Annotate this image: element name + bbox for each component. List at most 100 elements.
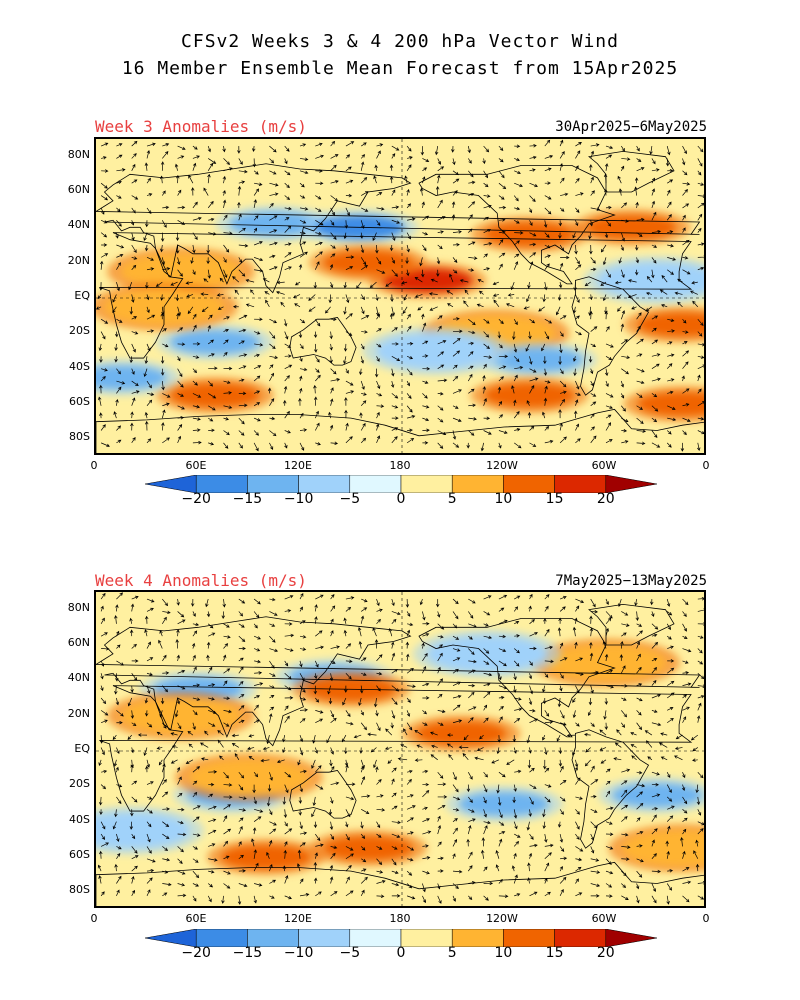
wind-arrow — [314, 604, 318, 612]
wind-arrow — [437, 174, 441, 184]
wind-arrow — [160, 368, 165, 376]
wind-arrow — [422, 244, 427, 252]
wind-arrow — [651, 771, 660, 776]
wind-arrow — [528, 697, 533, 706]
wind-arrow — [406, 355, 414, 360]
wind-arrow — [634, 599, 638, 607]
wind-arrow — [452, 808, 460, 812]
wind-arrow — [466, 784, 471, 793]
wind-arrow — [605, 220, 612, 227]
wind-arrow — [391, 598, 395, 607]
wind-arrow — [253, 417, 261, 422]
wind-arrow — [498, 252, 506, 258]
wind-arrow — [636, 683, 643, 687]
lat-tick-label: 60S — [69, 848, 90, 861]
wind-arrow — [361, 598, 368, 603]
anomaly-blob — [189, 759, 309, 796]
wind-arrow — [557, 627, 562, 637]
wind-arrow — [558, 617, 562, 624]
colorbar-swatch — [605, 929, 657, 947]
wind-arrow — [483, 145, 490, 153]
wind-arrow — [130, 422, 134, 431]
wind-arrow — [514, 707, 523, 712]
wind-arrow — [559, 343, 563, 354]
wind-arrow — [345, 179, 354, 184]
wind-arrow — [223, 815, 228, 822]
wind-arrow — [627, 294, 637, 299]
wind-arrow — [498, 354, 509, 359]
wind-arrow — [666, 895, 670, 905]
wind-arrow — [156, 731, 163, 736]
anomaly-blob — [323, 250, 413, 275]
wind-arrow — [223, 795, 233, 799]
wind-arrow — [697, 266, 704, 271]
wind-arrow — [100, 232, 108, 238]
wind-arrow — [315, 843, 324, 847]
wind-arrow — [544, 385, 548, 394]
wind-arrow — [116, 710, 124, 717]
wind-arrow — [559, 151, 565, 159]
wind-arrow — [161, 306, 165, 316]
wind-arrow — [529, 442, 537, 447]
wind-arrow — [468, 214, 473, 221]
wind-arrow — [315, 718, 324, 724]
wind-arrow — [207, 666, 213, 674]
wind-arrow — [98, 875, 102, 884]
wind-arrow — [201, 757, 209, 761]
wind-arrow — [575, 796, 583, 800]
wind-arrow — [308, 306, 316, 312]
wind-arrow — [299, 708, 309, 712]
wind-arrow — [697, 255, 704, 259]
wind-arrow — [330, 845, 338, 850]
lat-tick-label: EQ — [74, 289, 90, 302]
wind-arrow — [538, 306, 546, 312]
wind-arrow — [100, 891, 105, 897]
wind-arrow — [452, 818, 458, 822]
australia-outline — [289, 769, 357, 819]
wind-arrow — [376, 608, 383, 612]
wind-arrow — [621, 845, 631, 849]
wind-arrow — [360, 889, 365, 897]
wind-arrow — [588, 697, 593, 706]
wind-arrow — [208, 217, 215, 222]
wind-arrow — [406, 710, 411, 717]
wind-arrow — [267, 387, 272, 394]
wind-arrow — [176, 697, 181, 705]
wind-arrow — [560, 390, 567, 395]
wind-arrow — [330, 891, 338, 897]
wind-arrow — [345, 721, 354, 726]
wind-arrow — [514, 253, 520, 258]
wind-arrow — [605, 269, 611, 278]
wind-arrow — [100, 605, 104, 612]
wind-arrow — [529, 318, 536, 324]
wind-arrow — [391, 219, 401, 224]
wind-arrow — [176, 654, 180, 661]
wind-arrow — [162, 205, 170, 210]
wind-arrow — [276, 280, 285, 285]
wind-arrow — [605, 669, 614, 674]
wind-arrow — [116, 207, 121, 213]
wind-arrow — [146, 380, 152, 389]
wind-arrow — [282, 796, 287, 805]
wind-arrow — [572, 306, 577, 314]
wind-arrow — [422, 322, 427, 332]
wind-arrow — [192, 722, 196, 731]
wind-arrow — [192, 833, 201, 837]
wind-arrow — [315, 142, 323, 147]
wind-arrow — [247, 746, 255, 751]
wind-arrow — [116, 386, 122, 394]
wind-arrow — [590, 257, 596, 264]
wind-arrow — [452, 668, 459, 674]
lat-tick-label: 20S — [69, 777, 90, 791]
wind-arrow — [208, 697, 215, 701]
wind-arrow — [283, 809, 288, 818]
wind-arrow — [480, 849, 485, 859]
wind-arrow — [697, 145, 704, 153]
wind-arrow — [498, 205, 507, 210]
wind-arrow — [651, 722, 662, 727]
wind-arrow — [651, 814, 657, 822]
wind-arrow — [376, 393, 383, 397]
wind-arrow — [298, 331, 303, 339]
wind-arrow — [175, 639, 179, 649]
wind-arrow — [483, 216, 489, 221]
